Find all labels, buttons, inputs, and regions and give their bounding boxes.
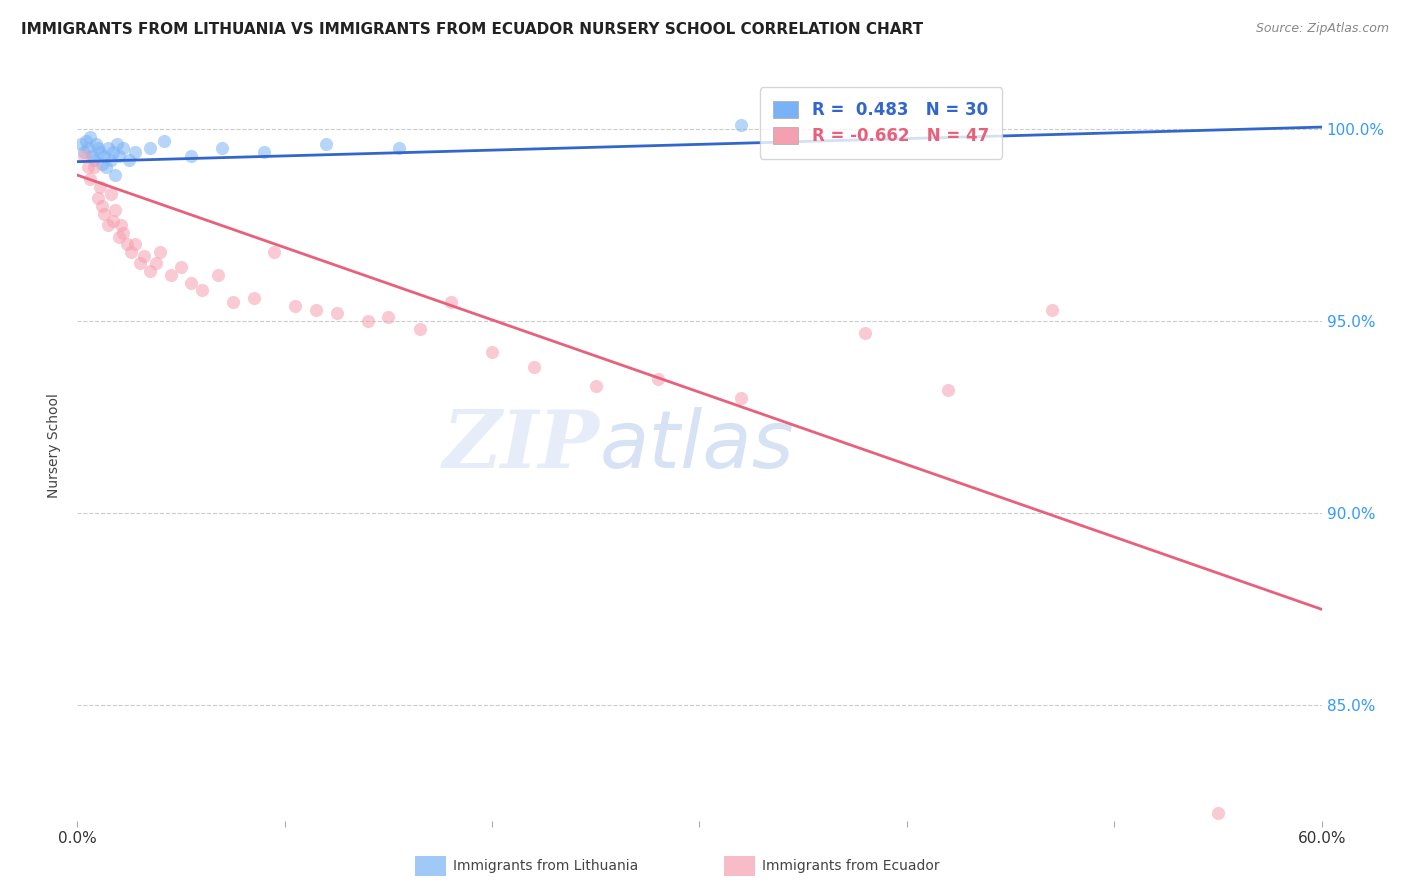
Point	[1040, 302, 1063, 317]
Point	[481, 344, 503, 359]
Point	[79, 172, 101, 186]
Point	[388, 141, 411, 155]
Point	[75, 134, 97, 148]
Point	[80, 149, 103, 163]
Point	[408, 322, 430, 336]
Point	[91, 199, 114, 213]
Point	[115, 237, 138, 252]
Point	[263, 244, 285, 259]
Point	[100, 187, 122, 202]
Point	[108, 149, 131, 163]
Point	[139, 264, 162, 278]
Point	[101, 145, 124, 159]
Point	[101, 214, 124, 228]
Point	[79, 129, 101, 144]
Point	[253, 145, 276, 159]
Y-axis label: Nursery School: Nursery School	[48, 393, 62, 499]
Point	[1206, 805, 1229, 820]
Point	[89, 179, 111, 194]
Text: Immigrants from Ecuador: Immigrants from Ecuador	[762, 859, 939, 873]
Point	[180, 276, 202, 290]
Point	[377, 310, 399, 325]
Point	[357, 314, 380, 328]
Point	[211, 141, 233, 155]
Point	[104, 168, 127, 182]
Point	[315, 137, 337, 152]
Point	[72, 149, 94, 163]
Point	[585, 379, 607, 393]
Point	[108, 229, 131, 244]
Point	[242, 291, 264, 305]
Point	[84, 137, 107, 152]
Point	[111, 141, 134, 155]
Point	[93, 206, 115, 220]
Point	[325, 306, 347, 320]
Point	[124, 145, 146, 159]
Text: Immigrants from Lithuania: Immigrants from Lithuania	[453, 859, 638, 873]
Point	[145, 256, 167, 270]
Text: ZIP: ZIP	[443, 408, 600, 484]
Point	[110, 218, 132, 232]
Point	[93, 149, 115, 163]
Point	[96, 161, 118, 175]
Point	[89, 145, 111, 159]
Point	[76, 141, 98, 155]
Point	[76, 161, 98, 175]
Point	[87, 191, 110, 205]
Point	[97, 141, 120, 155]
Point	[440, 294, 463, 309]
Point	[139, 141, 162, 155]
Point	[111, 226, 134, 240]
Point	[128, 256, 150, 270]
Point	[159, 268, 181, 282]
Point	[149, 244, 172, 259]
Point	[91, 156, 114, 170]
Text: IMMIGRANTS FROM LITHUANIA VS IMMIGRANTS FROM ECUADOR NURSERY SCHOOL CORRELATION : IMMIGRANTS FROM LITHUANIA VS IMMIGRANTS …	[21, 22, 924, 37]
Point	[855, 326, 877, 340]
Point	[207, 268, 229, 282]
Point	[72, 145, 94, 159]
Point	[284, 299, 307, 313]
Point	[132, 249, 155, 263]
Point	[938, 384, 960, 398]
Point	[305, 302, 328, 317]
Point	[100, 153, 122, 167]
Point	[105, 137, 128, 152]
Point	[730, 118, 752, 132]
Text: atlas: atlas	[600, 407, 794, 485]
Point	[118, 153, 141, 167]
Point	[83, 153, 105, 167]
Point	[222, 294, 245, 309]
Point	[730, 391, 752, 405]
Point	[87, 141, 110, 155]
Legend: R =  0.483   N = 30, R = -0.662   N = 47: R = 0.483 N = 30, R = -0.662 N = 47	[761, 87, 1002, 159]
Point	[647, 372, 669, 386]
Point	[153, 134, 176, 148]
Point	[120, 244, 142, 259]
Point	[191, 284, 214, 298]
Point	[124, 237, 146, 252]
Point	[97, 218, 120, 232]
Point	[104, 202, 127, 217]
Point	[180, 149, 202, 163]
Point	[83, 161, 105, 175]
Point	[523, 360, 546, 375]
Point	[170, 260, 193, 275]
Point	[70, 137, 93, 152]
Text: Source: ZipAtlas.com: Source: ZipAtlas.com	[1256, 22, 1389, 36]
